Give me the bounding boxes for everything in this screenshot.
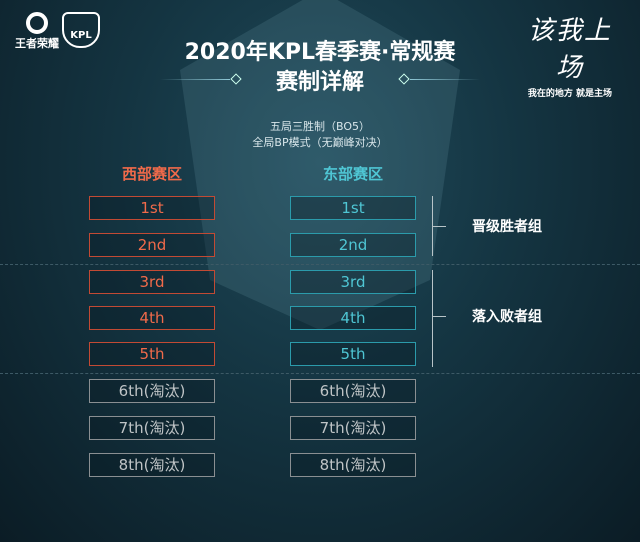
east-rank-box: 2nd (290, 233, 416, 257)
honor-of-kings-logo: 王者荣耀 (12, 12, 62, 49)
bracket-tick (432, 226, 446, 227)
slogan-subtext: 我在的地方 就是主场 (527, 89, 613, 99)
divider-left (160, 79, 230, 80)
divider-right (410, 79, 480, 80)
east-rank-box: 1st (290, 196, 416, 220)
east-rank-box: 3rd (290, 270, 416, 294)
west-rank-box: 6th(淘汰) (89, 379, 215, 403)
kpl-text: KPL (70, 30, 92, 41)
brand-text: 王者荣耀 (15, 37, 59, 50)
west-rank-box: 8th(淘汰) (89, 453, 215, 477)
rule-bp: 全局BP模式（无巅峰对决） (252, 136, 388, 149)
west-rank-box: 3rd (89, 270, 215, 294)
divider-dashed (0, 373, 640, 374)
page-subtitle: 赛制详解 (275, 70, 364, 95)
east-rank-box: 5th (290, 342, 416, 366)
east-rank-box: 6th(淘汰) (290, 379, 416, 403)
east-rank-box: 7th(淘汰) (290, 416, 416, 440)
east-region-title: 东部赛区 (322, 165, 383, 183)
bracket-losers (432, 270, 433, 367)
west-rank-box: 4th (89, 306, 215, 330)
east-rank-box: 8th(淘汰) (290, 453, 416, 477)
losers-group-label: 落入败者组 (472, 309, 542, 325)
west-region-title: 西部赛区 (121, 165, 182, 183)
west-rank-box: 1st (89, 196, 215, 220)
east-rank-box: 4th (290, 306, 416, 330)
kpl-logo: KPL (62, 12, 100, 48)
background-shield-watermark (180, 0, 460, 330)
slogan-text: 该我上场 (527, 16, 612, 83)
winners-group-label: 晋级胜者组 (472, 219, 542, 235)
west-rank-box: 2nd (89, 233, 215, 257)
west-rank-box: 5th (89, 342, 215, 366)
page-title: 2020年KPL春季赛·常规赛 (184, 40, 456, 65)
slogan-logo: 该我上场 我在的地方 就是主场 (515, 10, 625, 99)
rule-bo5: 五局三胜制（BO5） (269, 120, 370, 133)
divider-dashed (0, 264, 640, 265)
bracket-tick (432, 316, 446, 317)
west-rank-box: 7th(淘汰) (89, 416, 215, 440)
